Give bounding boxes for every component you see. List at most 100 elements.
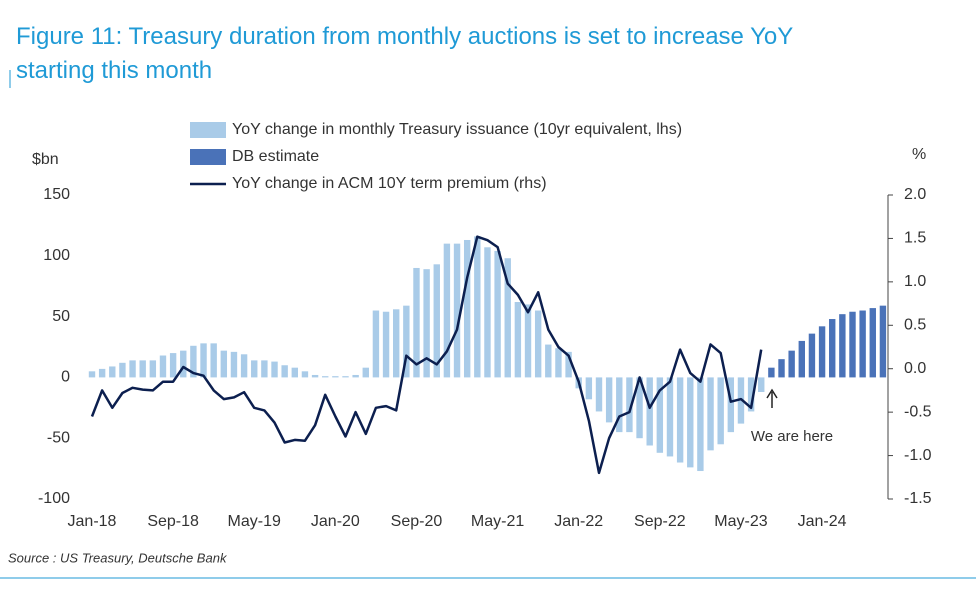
bar bbox=[393, 309, 400, 378]
source: Source : US Treasury, Deutsche Bank bbox=[8, 550, 228, 565]
bar bbox=[382, 311, 390, 378]
x-tick-label: Sep-22 bbox=[634, 513, 686, 530]
bar bbox=[656, 377, 664, 453]
bar bbox=[230, 351, 238, 378]
legend-swatch bbox=[190, 149, 226, 165]
y-tick-label: 50 bbox=[52, 308, 70, 325]
bar bbox=[616, 377, 623, 433]
x-tick-label: Jan-18 bbox=[68, 513, 117, 530]
bar bbox=[626, 377, 633, 433]
bar bbox=[433, 264, 440, 378]
bar bbox=[453, 243, 461, 378]
bar bbox=[149, 360, 157, 378]
bar bbox=[646, 377, 653, 446]
y2-axis-label: % bbox=[912, 146, 926, 163]
bar bbox=[524, 304, 532, 378]
y-axis-label: $bn bbox=[32, 151, 59, 168]
bar bbox=[240, 354, 248, 378]
y-tick-label: -100 bbox=[38, 490, 70, 507]
annotation-arrow bbox=[766, 388, 778, 399]
bar bbox=[818, 326, 826, 378]
bar bbox=[545, 344, 552, 378]
bar bbox=[879, 305, 887, 378]
chart-title: Figure 11: Treasury duration from monthl… bbox=[16, 23, 793, 50]
bar bbox=[119, 362, 126, 378]
bar bbox=[676, 377, 684, 463]
bar bbox=[190, 345, 197, 378]
bar bbox=[869, 308, 876, 378]
bar bbox=[281, 365, 288, 378]
y2-tick-label: -0.5 bbox=[904, 403, 932, 420]
x-tick-label: Sep-18 bbox=[147, 513, 199, 530]
bar bbox=[423, 269, 430, 378]
bar bbox=[301, 371, 309, 378]
bar bbox=[788, 350, 795, 378]
bar bbox=[839, 314, 846, 378]
bar bbox=[88, 371, 96, 378]
bar bbox=[210, 343, 217, 378]
bar bbox=[109, 366, 116, 378]
bar bbox=[758, 377, 765, 392]
y-tick-label: 150 bbox=[43, 186, 70, 203]
bar bbox=[220, 350, 228, 378]
x-tick-label: Sep-20 bbox=[391, 513, 443, 530]
bar bbox=[180, 350, 187, 378]
legend-label: YoY change in monthly Treasury issuance … bbox=[232, 121, 682, 138]
bar bbox=[271, 361, 278, 378]
bar bbox=[463, 239, 471, 378]
x-tick-label: May-23 bbox=[714, 513, 767, 530]
bar bbox=[717, 377, 724, 445]
bar bbox=[585, 377, 593, 400]
bar bbox=[666, 377, 674, 457]
bar bbox=[311, 374, 319, 378]
y2-tick-label: 2.0 bbox=[904, 186, 926, 203]
bar bbox=[352, 374, 359, 378]
bar bbox=[362, 367, 369, 378]
bar bbox=[291, 367, 298, 378]
bar bbox=[169, 353, 177, 378]
bar bbox=[484, 247, 491, 378]
y2-tick-label: 1.0 bbox=[904, 273, 926, 290]
legend-label: DB estimate bbox=[232, 148, 319, 165]
bar bbox=[727, 377, 735, 433]
bar bbox=[687, 377, 694, 468]
bar bbox=[747, 377, 755, 412]
bar bbox=[413, 267, 420, 378]
bar bbox=[849, 311, 856, 378]
bar bbox=[595, 377, 603, 412]
bar bbox=[403, 305, 410, 378]
bar bbox=[261, 360, 268, 378]
y2-tick-label: -1.5 bbox=[904, 490, 932, 507]
bar bbox=[159, 355, 167, 378]
annotation: We are here bbox=[751, 428, 833, 445]
legend-swatch bbox=[190, 122, 226, 138]
bar bbox=[605, 377, 613, 423]
chart-title: starting this month bbox=[16, 57, 212, 84]
bar bbox=[555, 348, 562, 378]
bar bbox=[98, 368, 106, 378]
y-tick-label: 0 bbox=[61, 369, 70, 386]
bar bbox=[322, 376, 329, 378]
bar bbox=[707, 377, 714, 451]
y2-tick-label: 1.5 bbox=[904, 230, 926, 247]
y2-tick-label: 0.0 bbox=[904, 360, 926, 377]
x-tick-label: May-19 bbox=[228, 513, 281, 530]
bar bbox=[372, 310, 380, 378]
y-tick-label: -50 bbox=[47, 429, 70, 446]
y2-tick-label: 0.5 bbox=[904, 317, 926, 334]
bar bbox=[859, 310, 866, 378]
x-tick-label: Jan-20 bbox=[311, 513, 360, 530]
y-tick-label: 100 bbox=[43, 247, 70, 264]
legend-label: YoY change in ACM 10Y term premium (rhs) bbox=[232, 175, 547, 192]
bar bbox=[494, 250, 501, 378]
bar bbox=[808, 333, 816, 378]
x-tick-label: May-21 bbox=[471, 513, 524, 530]
bar bbox=[768, 367, 775, 378]
line bbox=[90, 235, 763, 475]
bar bbox=[474, 236, 481, 378]
bar bbox=[697, 377, 704, 472]
y2-tick-label: -1.0 bbox=[904, 447, 932, 464]
bar bbox=[534, 310, 542, 378]
bar bbox=[332, 376, 339, 378]
